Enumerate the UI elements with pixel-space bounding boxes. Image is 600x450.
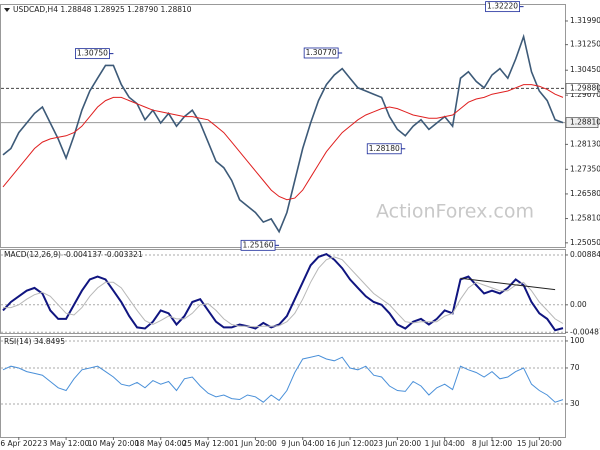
menu-icon: [4, 8, 10, 12]
series-line: [2, 252, 564, 332]
y-tick-label: 1.29670: [570, 90, 600, 99]
watermark: ActionForex.com: [376, 201, 534, 223]
series-line: [2, 84, 564, 201]
y-tick-label: 1.26580: [570, 189, 600, 198]
annotation-label: 1.32220: [487, 2, 518, 11]
annotation-box: [303, 47, 339, 59]
macd-frame: [0, 249, 566, 334]
y-tick-label: 1.27350: [570, 164, 600, 173]
price-frame: [0, 4, 566, 248]
annotation-box: [240, 239, 276, 251]
rsi-frame: [0, 336, 566, 438]
level-label: 1.28810: [570, 118, 600, 127]
series-line: [3, 256, 564, 328]
y-tick-label: 100: [570, 336, 585, 345]
y-tick-label: 1.28130: [570, 139, 600, 148]
x-tick-label: 8 Jul 12:00: [472, 439, 512, 448]
x-tick-label: 23 Jun 20:00: [374, 439, 422, 448]
y-tick-label: 30: [570, 399, 580, 408]
y-tick-label: 1.31990: [570, 16, 600, 25]
y-tick-label: 0.00884: [570, 250, 600, 259]
x-tick-label: 26 Apr 2022: [0, 439, 42, 448]
annotation-label: 1.25160: [243, 240, 274, 249]
y-tick-label: 1.25050: [570, 238, 600, 247]
annotation-label: 1.28180: [369, 144, 400, 153]
trendline: [460, 277, 556, 291]
series-line: [2, 33, 564, 234]
x-tick-label: 10 May 20:00: [88, 439, 140, 448]
level-box: [565, 83, 599, 94]
x-tick-label: 15 Jul 20:00: [517, 439, 562, 448]
annotation-box: [366, 143, 402, 155]
x-tick-label: 25 May 12:00: [182, 439, 234, 448]
series-line: [2, 354, 564, 403]
y-tick-label: 70: [570, 363, 580, 372]
panel-title: USDCAD,H4 1.28848 1.28925 1.28790 1.2881…: [13, 5, 192, 14]
level-label: 1.29880: [570, 83, 600, 92]
y-tick-label: 0.00: [570, 300, 587, 309]
x-tick-label: 9 Jun 04:00: [281, 439, 324, 448]
x-tick-label: 18 May 04:00: [135, 439, 187, 448]
annotation-label: 1.30770: [306, 48, 337, 57]
panel-title: MACD(12,26,9) -0.004137 -0.003321: [4, 250, 143, 259]
x-tick-label: 1 Jul 04:00: [425, 439, 465, 448]
annotation-box: [75, 48, 110, 60]
x-tick-label: 3 May 12:00: [43, 439, 90, 448]
y-tick-label: 1.30450: [570, 65, 600, 74]
panel-title: RSI(14) 34.8495: [4, 337, 65, 346]
x-tick-label: 16 Jun 12:00: [326, 439, 374, 448]
x-tick-label: 1 Jun 20:00: [234, 439, 277, 448]
y-tick-label: 1.25810: [570, 214, 600, 223]
y-tick-label: -0.004872: [570, 327, 600, 336]
level-box: [565, 117, 599, 128]
annotation-label: 1.30750: [77, 49, 108, 58]
y-tick-label: 1.31250: [570, 40, 600, 49]
annotation-box: [485, 1, 520, 13]
